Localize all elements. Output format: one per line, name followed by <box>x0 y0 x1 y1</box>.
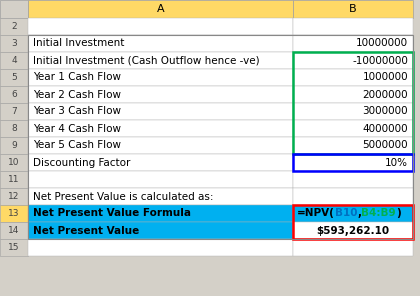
Bar <box>28 103 293 120</box>
Text: 10: 10 <box>8 158 20 167</box>
Text: 5: 5 <box>11 73 17 82</box>
Bar <box>293 171 413 188</box>
Text: 4: 4 <box>11 56 17 65</box>
Text: Initial Investment: Initial Investment <box>33 38 124 49</box>
Text: 3: 3 <box>11 39 17 48</box>
Text: 8: 8 <box>11 124 17 133</box>
Bar <box>0 222 28 239</box>
Text: Net Present Value: Net Present Value <box>33 226 139 236</box>
Text: Discounting Factor: Discounting Factor <box>33 157 130 168</box>
Bar <box>293 205 413 239</box>
Bar <box>0 0 28 18</box>
Bar <box>293 154 413 171</box>
Bar <box>293 239 413 256</box>
Bar <box>0 154 28 171</box>
Text: ,: , <box>357 208 361 218</box>
Bar <box>28 69 293 86</box>
Text: 5000000: 5000000 <box>362 141 408 150</box>
Bar <box>293 154 413 171</box>
Bar <box>0 171 28 188</box>
Bar <box>28 137 293 154</box>
Text: 6: 6 <box>11 90 17 99</box>
Bar <box>293 188 413 205</box>
Text: 3000000: 3000000 <box>362 107 408 117</box>
Bar <box>0 103 28 120</box>
Text: Net Present Value Formula: Net Present Value Formula <box>33 208 191 218</box>
Bar <box>0 86 28 103</box>
Bar <box>28 18 293 35</box>
Text: B10: B10 <box>335 208 357 218</box>
Bar <box>293 86 413 103</box>
Bar <box>28 52 293 69</box>
Text: $593,262.10: $593,262.10 <box>316 226 390 236</box>
Bar <box>293 205 413 222</box>
Text: Year 4 Cash Flow: Year 4 Cash Flow <box>33 123 121 133</box>
Bar <box>293 137 413 154</box>
Text: Year 5 Cash Flow: Year 5 Cash Flow <box>33 141 121 150</box>
Bar <box>0 18 28 35</box>
Bar <box>0 35 28 52</box>
Bar <box>0 188 28 205</box>
Bar <box>28 86 293 103</box>
Text: Year 1 Cash Flow: Year 1 Cash Flow <box>33 73 121 83</box>
Bar <box>0 120 28 137</box>
Bar <box>0 69 28 86</box>
Text: B4:B9: B4:B9 <box>361 208 396 218</box>
Bar <box>293 120 413 137</box>
Bar <box>28 35 293 52</box>
Text: 10000000: 10000000 <box>356 38 408 49</box>
Text: =NPV(: =NPV( <box>297 208 335 218</box>
Text: 2000000: 2000000 <box>362 89 408 99</box>
Bar <box>293 52 413 69</box>
Bar <box>28 188 293 205</box>
Bar <box>293 0 413 18</box>
Text: 10%: 10% <box>385 157 408 168</box>
Bar <box>293 35 413 52</box>
Bar <box>28 205 293 222</box>
Text: 11: 11 <box>8 175 20 184</box>
Bar <box>28 222 293 239</box>
Bar <box>293 103 413 120</box>
Bar <box>28 154 293 171</box>
Text: B: B <box>349 4 357 14</box>
Text: Net Present Value is calculated as:: Net Present Value is calculated as: <box>33 192 213 202</box>
Text: -10000000: -10000000 <box>352 56 408 65</box>
Text: 1000000: 1000000 <box>362 73 408 83</box>
Text: Year 3 Cash Flow: Year 3 Cash Flow <box>33 107 121 117</box>
Bar <box>0 52 28 69</box>
Text: 2: 2 <box>11 22 17 31</box>
Bar <box>293 222 413 239</box>
Bar <box>0 239 28 256</box>
Bar <box>293 52 413 154</box>
Bar <box>0 205 28 222</box>
Bar <box>28 120 293 137</box>
Bar <box>293 69 413 86</box>
Bar <box>28 171 293 188</box>
Text: 13: 13 <box>8 209 20 218</box>
Bar <box>293 18 413 35</box>
Text: 7: 7 <box>11 107 17 116</box>
Bar <box>28 35 413 239</box>
Bar <box>28 0 293 18</box>
Text: 9: 9 <box>11 141 17 150</box>
Text: Year 2 Cash Flow: Year 2 Cash Flow <box>33 89 121 99</box>
Text: 15: 15 <box>8 243 20 252</box>
Text: 14: 14 <box>8 226 20 235</box>
Bar <box>0 137 28 154</box>
Bar <box>28 239 293 256</box>
Text: ): ) <box>396 208 401 218</box>
Text: 4000000: 4000000 <box>362 123 408 133</box>
Text: A: A <box>157 4 164 14</box>
Text: Initial Investment (Cash Outflow hence -ve): Initial Investment (Cash Outflow hence -… <box>33 56 260 65</box>
Text: 12: 12 <box>8 192 20 201</box>
